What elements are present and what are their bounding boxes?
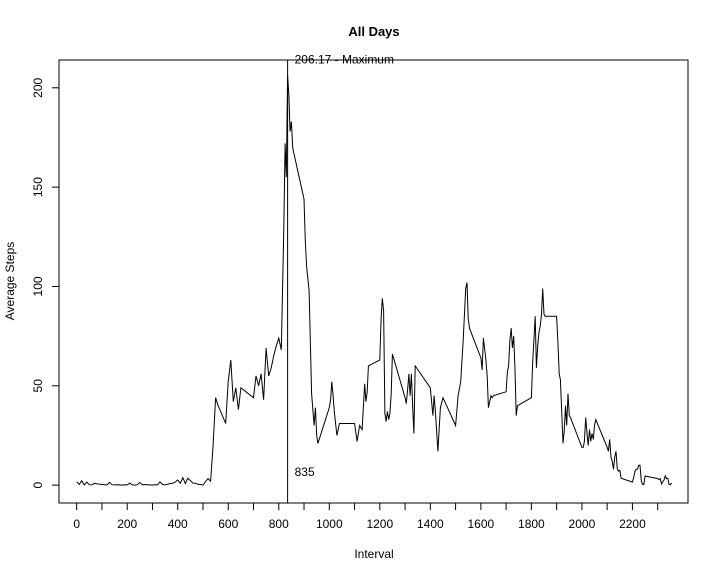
x-tick-label: 1200 bbox=[366, 517, 393, 531]
y-tick-label: 0 bbox=[31, 481, 45, 488]
plot-frame bbox=[58, 59, 689, 504]
max-value-annotation: 206.17 - Maximum bbox=[295, 53, 394, 67]
y-tick-label: 150 bbox=[31, 177, 45, 197]
series-line-0 bbox=[76, 75, 673, 486]
x-tick-label: 1000 bbox=[316, 517, 343, 531]
x-tick-label: 2000 bbox=[569, 517, 596, 531]
y-axis-label: Average Steps bbox=[3, 242, 17, 321]
x-tick-label: 1600 bbox=[468, 517, 495, 531]
x-axis: 0 200 400 600 800 1000 1200 1400 1600 1800 2000 220… bbox=[73, 502, 659, 531]
x-tick-label: 2200 bbox=[619, 517, 646, 531]
x-tick-label: 200 bbox=[117, 517, 137, 531]
x-tick-label: 600 bbox=[218, 517, 238, 531]
plot-area: 206.17 - Maximum 835 bbox=[76, 53, 673, 503]
x-tick-label: 800 bbox=[269, 517, 289, 531]
max-interval-annotation: 835 bbox=[295, 465, 315, 479]
y-tick-label: 100 bbox=[31, 276, 45, 296]
y-tick-label: 50 bbox=[31, 379, 45, 393]
y-axis: 0 50 100 150 200 bbox=[31, 77, 60, 488]
y-tick-label: 200 bbox=[31, 77, 45, 97]
x-tick-label: 1400 bbox=[417, 517, 444, 531]
x-tick-label: 400 bbox=[168, 517, 188, 531]
x-tick-label: 1800 bbox=[518, 517, 545, 531]
chart-title: All Days bbox=[348, 24, 399, 39]
x-axis-label: Interval bbox=[354, 547, 393, 561]
x-tick-label: 0 bbox=[73, 517, 80, 531]
